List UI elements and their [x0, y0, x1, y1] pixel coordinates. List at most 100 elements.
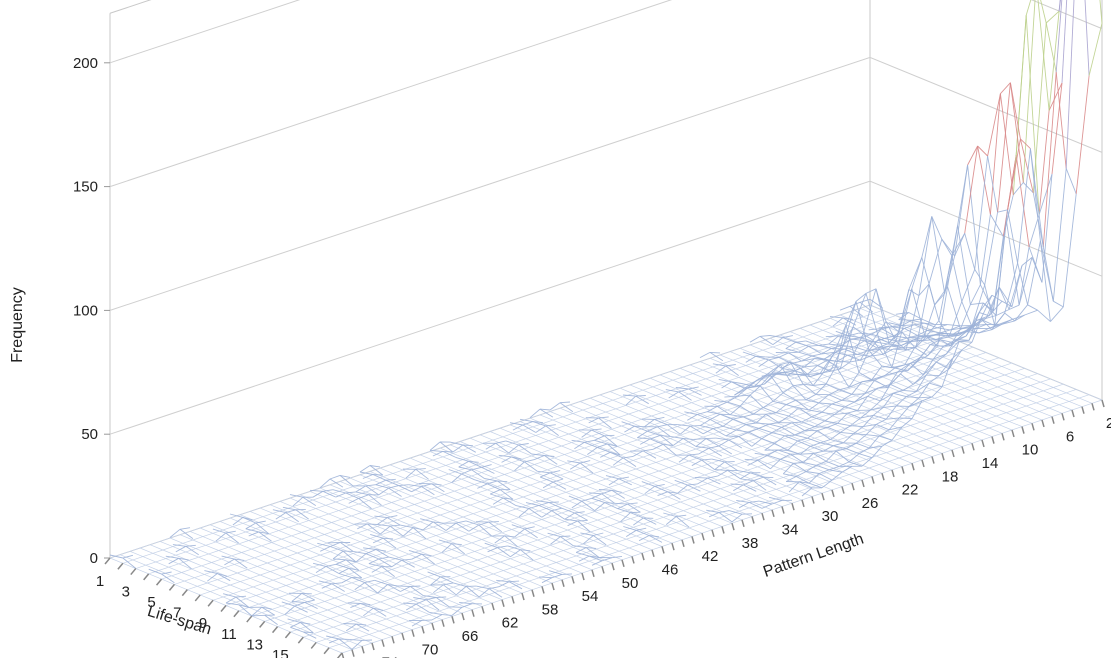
mesh-segment-ls	[304, 601, 318, 610]
mesh-segment-pl	[357, 523, 368, 530]
lifespan-tick-17	[310, 641, 317, 649]
mesh-segment-pl	[611, 555, 623, 559]
mesh-segment-ls	[847, 354, 861, 361]
mesh-segment-ls	[920, 356, 934, 360]
mesh-segment-ls	[301, 592, 315, 601]
mesh-segment-pl	[952, 327, 964, 335]
mesh-segment-pl	[808, 473, 820, 484]
mesh-segment-ls	[573, 545, 587, 549]
mesh-segment-ls	[895, 312, 909, 315]
mesh-segment-ls	[831, 347, 845, 350]
mesh-segment-ls	[947, 324, 961, 327]
mesh-segment-ls	[349, 638, 363, 641]
mesh-segment-ls	[933, 353, 947, 360]
mesh-segment-ls	[759, 336, 774, 345]
mesh-segment-pl	[739, 394, 751, 407]
mesh-segment-pl	[514, 528, 525, 538]
mesh-segment-ls	[1025, 15, 1040, 215]
mesh-segment-pl	[884, 367, 895, 376]
mesh-segment-pl	[927, 327, 938, 331]
mesh-segment-ls	[854, 395, 868, 403]
mesh-segment-pl	[855, 293, 867, 302]
floor-line-pl-28	[609, 391, 843, 487]
mesh-segment-pl	[405, 603, 417, 611]
mesh-segment-pl	[509, 580, 520, 583]
mesh-segment-ls	[718, 378, 732, 383]
mesh-segment-ls	[484, 478, 498, 482]
mesh-segment-ls	[728, 439, 743, 449]
mesh-segment-pl	[1020, 138, 1031, 149]
floor-line-pl-42	[469, 437, 703, 534]
mesh-segment-ls	[412, 527, 427, 540]
mesh-segment-ls	[622, 394, 636, 397]
floor-line-pl-61	[279, 501, 513, 597]
floor-line-pl-32	[569, 404, 803, 501]
mesh-segment-pl	[833, 442, 844, 447]
floor-line-pl-15	[739, 347, 973, 444]
mesh-segment-ls	[740, 478, 754, 482]
mesh-segment-ls	[818, 344, 832, 349]
mesh-segment-ls	[807, 437, 821, 444]
mesh-segment-ls	[903, 389, 917, 393]
mesh-segment-ls	[768, 359, 782, 369]
mesh-segment-pl	[304, 599, 315, 603]
mesh-segment-ls	[601, 493, 615, 504]
mesh-segment-ls	[797, 373, 811, 378]
mesh-segment-ls	[355, 491, 369, 496]
mesh-segment-ls	[372, 474, 386, 481]
mesh-segment-ls	[531, 453, 545, 456]
pattern-tick-20	[921, 459, 925, 468]
mesh-segment-pl	[728, 436, 740, 441]
mesh-segment-pl	[965, 328, 977, 333]
mesh-segment-ls	[637, 437, 651, 440]
lifespan-tick-label-15: 15	[272, 647, 289, 658]
mesh-segment-pl	[534, 455, 545, 461]
mesh-segment-ls	[761, 438, 775, 444]
mesh-segment-ls	[951, 233, 966, 256]
mesh-segment-pl	[594, 435, 605, 441]
mesh-segment-ls	[642, 450, 657, 459]
mesh-segment-pl	[331, 582, 342, 585]
mesh-segment-ls	[728, 510, 743, 515]
mesh-segment-ls	[801, 421, 815, 428]
floor-line-pl-9	[799, 327, 1033, 424]
mesh-segment-pl	[828, 465, 840, 471]
mesh-segment-ls	[799, 367, 814, 386]
pattern-tick-19	[931, 456, 935, 464]
mesh-segment-ls	[965, 331, 979, 334]
mesh-segment-ls	[172, 544, 186, 547]
mesh-segment-ls	[325, 566, 340, 574]
mesh-segment-ls	[420, 518, 434, 523]
mesh-segment-pl	[824, 351, 835, 360]
mesh-segment-ls	[448, 469, 462, 475]
mesh-segment-pl	[707, 406, 718, 413]
mesh-segment-ls	[423, 595, 437, 598]
pattern-tick-8	[1041, 419, 1045, 428]
mesh-segment-pl	[961, 301, 973, 327]
pattern-tick-18	[941, 453, 945, 461]
mesh-segment-ls	[730, 483, 744, 486]
mesh-segment-pl	[451, 473, 462, 483]
mesh-segment-pl	[524, 526, 535, 530]
mesh-segment-pl	[539, 408, 551, 411]
pattern-tick-label-74: 74	[382, 655, 399, 658]
mesh-segment-ls	[997, 82, 1011, 213]
mesh-segment-pl	[928, 284, 940, 321]
mesh-segment-pl	[690, 425, 701, 427]
pattern-tick-46	[661, 546, 665, 554]
mesh-segment-ls	[987, 93, 1001, 157]
mesh-segment-ls	[459, 601, 473, 605]
floor-line-pl-38	[509, 424, 743, 521]
pattern-tick-5	[1071, 409, 1075, 418]
mesh-segment-ls	[870, 353, 884, 357]
mesh-segment-pl	[665, 516, 677, 525]
mesh-segment-pl	[827, 422, 838, 428]
mesh-segment-ls	[950, 333, 964, 347]
mesh-segment-pl	[445, 522, 457, 531]
mesh-segment-ls	[302, 496, 317, 506]
mesh-segment-pl	[618, 476, 629, 480]
mesh-segment-ls	[550, 472, 564, 480]
mesh-segment-ls	[977, 145, 991, 215]
mesh-segment-ls	[864, 387, 878, 395]
mesh-segment-ls	[856, 442, 870, 449]
